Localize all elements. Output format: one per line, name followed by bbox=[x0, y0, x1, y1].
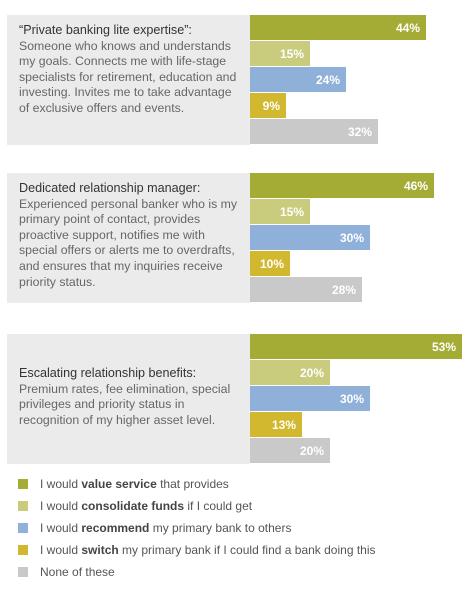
group-panel: Dedicated relationship manager: Experienc… bbox=[7, 173, 250, 303]
legend: I would value service that provides I wou… bbox=[18, 473, 376, 583]
group-heading: Dedicated relationship manager: bbox=[19, 181, 201, 195]
bar-value-label: 20% bbox=[299, 365, 324, 380]
bar-value-label: 44% bbox=[395, 20, 420, 35]
group-text: Escalating relationship benefits: Premium… bbox=[19, 366, 244, 428]
group-panel: Escalating relationship benefits: Premium… bbox=[7, 334, 250, 464]
bar-value-label: 15% bbox=[279, 46, 304, 61]
bar-value-label: 30% bbox=[339, 230, 364, 245]
legend-text: I would bbox=[40, 543, 82, 557]
legend-text: that provides bbox=[156, 477, 229, 491]
bar-value-label: 20% bbox=[299, 443, 324, 458]
bar-value-label: 32% bbox=[347, 124, 372, 139]
legend-text: if I could get bbox=[184, 499, 253, 513]
legend-emphasis: switch bbox=[81, 543, 119, 557]
bar: 32% bbox=[250, 119, 378, 144]
group-heading: Escalating relationship benefits: bbox=[19, 366, 197, 380]
bar: 15% bbox=[250, 199, 310, 224]
legend-item: None of these bbox=[18, 561, 376, 583]
group-description: Someone who knows and understands my goa… bbox=[19, 38, 237, 115]
legend-label: I would recommend my primary bank to oth… bbox=[40, 521, 291, 535]
bar: 46% bbox=[250, 173, 434, 198]
legend-text: I would bbox=[40, 477, 82, 491]
group-heading: “Private banking lite expertise”: bbox=[19, 23, 192, 37]
bar: 30% bbox=[250, 225, 370, 250]
legend-item: I would recommend my primary bank to oth… bbox=[18, 517, 376, 539]
legend-label: I would switch my primary bank if I coul… bbox=[40, 543, 376, 557]
legend-text: my primary bank to others bbox=[149, 521, 292, 535]
bar-value-label: 30% bbox=[339, 391, 364, 406]
legend-item: I would switch my primary bank if I coul… bbox=[18, 539, 376, 561]
bar: 13% bbox=[250, 412, 302, 437]
bar: 28% bbox=[250, 277, 362, 302]
legend-swatch bbox=[18, 567, 28, 577]
legend-text: None of these bbox=[40, 565, 115, 579]
bar-value-label: 46% bbox=[403, 178, 428, 193]
bar: 20% bbox=[250, 438, 330, 463]
group-panel: “Private banking lite expertise”: Someone… bbox=[7, 15, 250, 145]
legend-item: I would value service that provides bbox=[18, 473, 376, 495]
legend-emphasis: recommend bbox=[81, 521, 150, 535]
legend-emphasis: value service bbox=[81, 477, 157, 491]
group-description: Premium rates, fee elimination, special … bbox=[19, 381, 231, 427]
bar: 44% bbox=[250, 15, 426, 40]
legend-item: I would consolidate funds if I could get bbox=[18, 495, 376, 517]
bar-value-label: 10% bbox=[259, 256, 284, 271]
bar: 10% bbox=[250, 251, 290, 276]
bar-value-label: 9% bbox=[262, 98, 280, 113]
legend-label: None of these bbox=[40, 565, 115, 579]
bar: 9% bbox=[250, 93, 286, 118]
bar-value-label: 15% bbox=[279, 204, 304, 219]
legend-swatch bbox=[18, 501, 28, 511]
bar-value-label: 24% bbox=[315, 72, 340, 87]
legend-text: I would bbox=[40, 521, 82, 535]
bar: 24% bbox=[250, 67, 346, 92]
legend-text: my primary bank if I could find a bank d… bbox=[118, 543, 376, 557]
bar: 15% bbox=[250, 41, 310, 66]
bar: 30% bbox=[250, 386, 370, 411]
legend-text: I would bbox=[40, 499, 82, 513]
group-description: Experienced personal banker who is my pr… bbox=[19, 196, 238, 289]
bar: 20% bbox=[250, 360, 330, 385]
legend-label: I would value service that provides bbox=[40, 477, 229, 491]
legend-swatch bbox=[18, 523, 28, 533]
legend-label: I would consolidate funds if I could get bbox=[40, 499, 252, 513]
group-text: Dedicated relationship manager: Experienc… bbox=[19, 181, 244, 290]
bar-value-label: 13% bbox=[271, 417, 296, 432]
group-text: “Private banking lite expertise”: Someone… bbox=[19, 23, 244, 117]
bar-value-label: 28% bbox=[331, 282, 356, 297]
legend-emphasis: consolidate funds bbox=[81, 499, 185, 513]
legend-swatch bbox=[18, 545, 28, 555]
legend-swatch bbox=[18, 479, 28, 489]
bar-value-label: 53% bbox=[431, 339, 456, 354]
bar: 53% bbox=[250, 334, 462, 359]
